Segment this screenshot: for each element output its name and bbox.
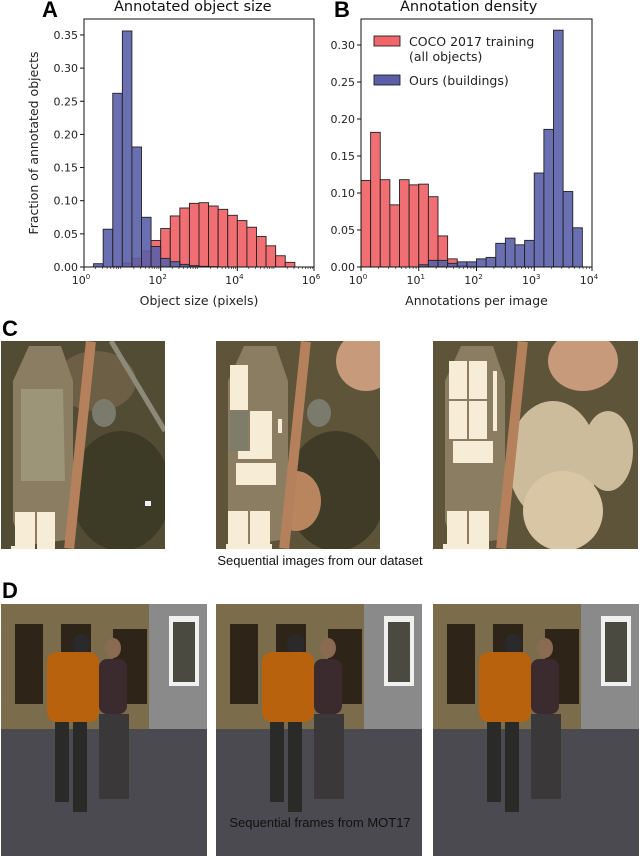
y-tick-label: 0.15 <box>331 150 356 163</box>
histogram-bar <box>218 209 228 267</box>
x-tick-label: 103 <box>522 273 540 287</box>
legend-label-line2: (all objects) <box>409 49 482 64</box>
histogram-bar <box>122 31 132 267</box>
x-tick-label: 102 <box>464 273 482 287</box>
panel-label-d: D <box>2 578 18 604</box>
x-tick-label: 104 <box>225 273 244 287</box>
y-tick-label: 0.25 <box>54 95 79 108</box>
histogram-bar <box>457 262 467 267</box>
histogram-bar <box>237 221 247 267</box>
histogram-bar <box>505 238 515 267</box>
histogram-bar <box>553 30 563 267</box>
x-tick-label: 101 <box>407 273 425 287</box>
histogram-bar <box>209 206 219 267</box>
histogram-bar <box>428 197 438 267</box>
histogram-bar <box>170 262 180 267</box>
legend-swatch-ours <box>374 75 400 85</box>
histogram-bar <box>103 229 113 267</box>
histogram-bar <box>113 93 123 267</box>
x-tick-label: 106 <box>302 273 321 287</box>
x-tick-label: 100 <box>72 273 90 287</box>
histogram-bar <box>438 260 448 267</box>
y-tick-label: 0.30 <box>54 62 79 75</box>
y-tick-label: 0.15 <box>54 162 79 175</box>
satellite-image-3-graphic <box>433 341 638 549</box>
histogram-bar <box>573 228 583 267</box>
y-tick-label: 0.35 <box>54 29 79 42</box>
histogram-bar <box>534 173 544 267</box>
histogram-bar <box>428 260 438 267</box>
satellite-image-2 <box>216 341 380 549</box>
histogram-bar <box>142 217 152 267</box>
histogram-bar <box>257 237 267 267</box>
satellite-image-1 <box>1 341 165 549</box>
x-tick-label: 100 <box>349 273 367 287</box>
legend-swatch-coco <box>374 36 400 46</box>
chart-annotation-density: 0.00 0.05 0.10 0.15 0.20 0.25 0.30 100 101 102 103… <box>330 0 640 310</box>
histogram-bar <box>409 185 419 267</box>
histogram-bar <box>132 147 142 267</box>
y-tick-label: 0.30 <box>331 39 356 52</box>
y-tick-label: 0.25 <box>331 76 356 89</box>
y-axis-label: Fraction of annotated objects <box>26 51 41 234</box>
y-tick-label: 0.05 <box>331 224 356 237</box>
histogram-bar <box>151 246 161 267</box>
x-axis-label: Object size (pixels) <box>140 293 259 308</box>
histogram-bar <box>371 132 381 267</box>
histogram-bar <box>180 208 190 267</box>
histogram-bar <box>390 205 400 267</box>
histogram-bar <box>380 180 390 267</box>
histogram-bar <box>170 216 180 267</box>
histogram-bar <box>266 246 276 267</box>
histogram-bar <box>486 257 496 267</box>
x-tick-label: 102 <box>148 273 166 287</box>
y-tick-label: 0.00 <box>54 261 79 274</box>
histogram-bar <box>189 203 199 267</box>
satellite-image-1-graphic <box>1 341 165 549</box>
histogram-bar <box>400 180 410 267</box>
histogram-bar <box>228 215 238 267</box>
y-tick-label: 0.20 <box>54 128 79 141</box>
panel-c-caption: Sequential images from our dataset <box>0 553 640 568</box>
histogram-bar <box>419 184 429 267</box>
histogram-bar <box>467 262 477 267</box>
histogram-bar <box>496 243 506 267</box>
histogram-bar <box>199 203 209 267</box>
histogram-bar <box>515 245 525 267</box>
y-tick-label: 0.05 <box>54 228 79 241</box>
legend-label: Ours (buildings) <box>409 73 509 88</box>
y-tick-label: 0.10 <box>331 187 356 200</box>
histogram-bar <box>544 129 554 267</box>
x-axis-label: Annotations per image <box>405 293 548 308</box>
histogram-bar <box>161 258 171 267</box>
histogram-bar <box>276 256 286 267</box>
satellite-image-3 <box>433 341 638 549</box>
histogram-bar <box>477 259 487 267</box>
histogram-bar <box>563 192 573 267</box>
x-tick-label: 104 <box>580 273 599 287</box>
histogram-bar <box>361 180 371 267</box>
y-tick-label: 0.10 <box>54 195 79 208</box>
histogram-bar <box>247 227 257 267</box>
histogram-bar <box>525 240 535 267</box>
satellite-image-2-graphic <box>216 341 380 549</box>
y-tick-label: 0.20 <box>331 113 356 126</box>
histogram-bar <box>285 262 295 267</box>
panel-label-c: C <box>2 316 18 342</box>
panel-d-caption: Sequential frames from MOT17 <box>0 815 640 830</box>
histogram-bar <box>448 263 458 267</box>
y-tick-label: 0.00 <box>331 261 356 274</box>
legend-label: COCO 2017 training <box>409 34 534 49</box>
chart-annotated-object-size: 0.00 0.05 0.10 0.15 0.20 0.25 0.30 0.35 100 102 10… <box>0 0 330 310</box>
